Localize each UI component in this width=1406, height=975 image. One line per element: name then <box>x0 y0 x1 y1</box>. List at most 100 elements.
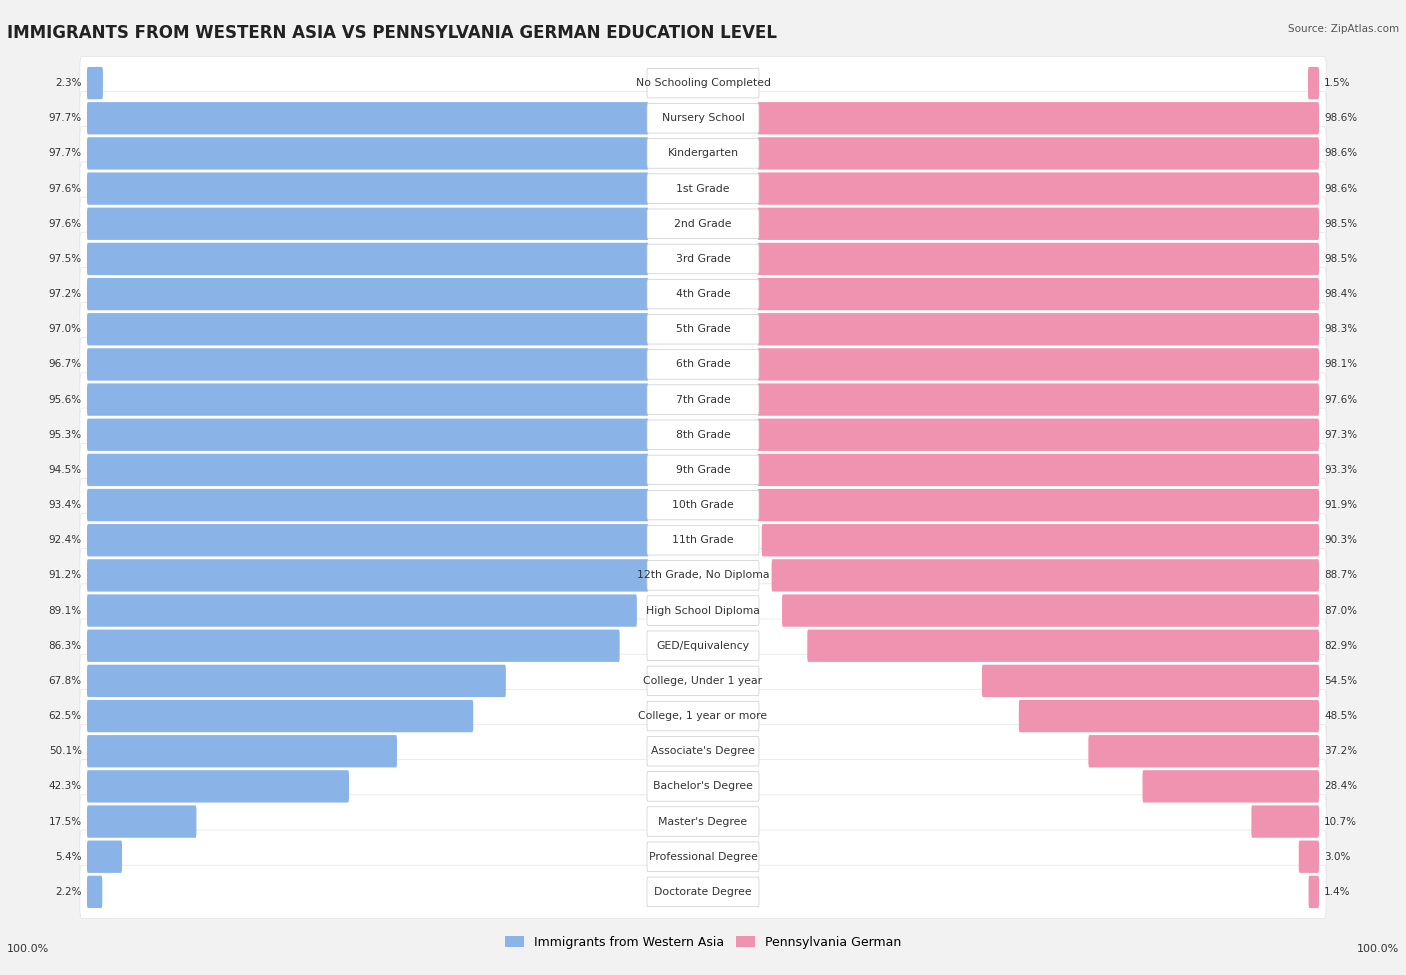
FancyBboxPatch shape <box>807 630 1319 662</box>
Text: 2.2%: 2.2% <box>55 887 82 897</box>
FancyBboxPatch shape <box>647 455 759 485</box>
FancyBboxPatch shape <box>758 418 1319 450</box>
Text: 7th Grade: 7th Grade <box>676 395 730 405</box>
Text: 50.1%: 50.1% <box>49 746 82 757</box>
FancyBboxPatch shape <box>87 700 474 732</box>
Text: 10.7%: 10.7% <box>1324 816 1357 827</box>
FancyBboxPatch shape <box>87 67 103 99</box>
FancyBboxPatch shape <box>647 315 759 344</box>
FancyBboxPatch shape <box>647 244 759 274</box>
FancyBboxPatch shape <box>80 337 1326 391</box>
Text: Kindergarten: Kindergarten <box>668 148 738 159</box>
Text: Source: ZipAtlas.com: Source: ZipAtlas.com <box>1288 24 1399 34</box>
Text: 88.7%: 88.7% <box>1324 570 1357 580</box>
FancyBboxPatch shape <box>647 350 759 379</box>
Text: No Schooling Completed: No Schooling Completed <box>636 78 770 88</box>
FancyBboxPatch shape <box>772 560 1319 592</box>
Text: 4th Grade: 4th Grade <box>676 290 730 299</box>
FancyBboxPatch shape <box>87 313 648 345</box>
FancyBboxPatch shape <box>647 878 759 907</box>
FancyBboxPatch shape <box>87 348 648 380</box>
FancyBboxPatch shape <box>87 102 648 135</box>
FancyBboxPatch shape <box>647 490 759 520</box>
FancyBboxPatch shape <box>647 806 759 837</box>
FancyBboxPatch shape <box>647 561 759 590</box>
Text: 97.5%: 97.5% <box>49 254 82 264</box>
Text: 62.5%: 62.5% <box>49 711 82 722</box>
Text: 95.6%: 95.6% <box>49 395 82 405</box>
Text: 91.9%: 91.9% <box>1324 500 1357 510</box>
Text: 10th Grade: 10th Grade <box>672 500 734 510</box>
FancyBboxPatch shape <box>80 760 1326 813</box>
FancyBboxPatch shape <box>758 278 1319 310</box>
FancyBboxPatch shape <box>758 102 1319 135</box>
Text: 89.1%: 89.1% <box>49 605 82 615</box>
Text: 98.5%: 98.5% <box>1324 218 1357 229</box>
FancyBboxPatch shape <box>80 162 1326 215</box>
Text: 97.6%: 97.6% <box>49 218 82 229</box>
FancyBboxPatch shape <box>758 208 1319 240</box>
Text: 97.6%: 97.6% <box>49 183 82 194</box>
Text: 97.2%: 97.2% <box>49 290 82 299</box>
FancyBboxPatch shape <box>1143 770 1319 802</box>
Text: 93.3%: 93.3% <box>1324 465 1357 475</box>
FancyBboxPatch shape <box>981 665 1319 697</box>
FancyBboxPatch shape <box>80 549 1326 603</box>
FancyBboxPatch shape <box>647 842 759 872</box>
FancyBboxPatch shape <box>647 68 759 98</box>
FancyBboxPatch shape <box>87 488 648 522</box>
Text: 28.4%: 28.4% <box>1324 781 1357 792</box>
FancyBboxPatch shape <box>647 701 759 731</box>
FancyBboxPatch shape <box>87 560 648 592</box>
FancyBboxPatch shape <box>87 208 648 240</box>
FancyBboxPatch shape <box>87 630 620 662</box>
FancyBboxPatch shape <box>87 383 648 415</box>
Text: Nursery School: Nursery School <box>662 113 744 123</box>
Text: 37.2%: 37.2% <box>1324 746 1357 757</box>
Text: Professional Degree: Professional Degree <box>648 852 758 862</box>
Text: 17.5%: 17.5% <box>49 816 82 827</box>
FancyBboxPatch shape <box>80 197 1326 251</box>
FancyBboxPatch shape <box>782 595 1319 627</box>
Text: High School Diploma: High School Diploma <box>647 605 759 615</box>
FancyBboxPatch shape <box>80 372 1326 426</box>
Text: 97.7%: 97.7% <box>49 148 82 159</box>
Text: 5th Grade: 5th Grade <box>676 325 730 334</box>
FancyBboxPatch shape <box>80 267 1326 321</box>
Text: 97.3%: 97.3% <box>1324 430 1357 440</box>
FancyBboxPatch shape <box>647 174 759 204</box>
Text: Doctorate Degree: Doctorate Degree <box>654 887 752 897</box>
FancyBboxPatch shape <box>758 173 1319 205</box>
Text: Associate's Degree: Associate's Degree <box>651 746 755 757</box>
FancyBboxPatch shape <box>87 595 637 627</box>
FancyBboxPatch shape <box>80 232 1326 286</box>
FancyBboxPatch shape <box>87 770 349 802</box>
Text: 93.4%: 93.4% <box>49 500 82 510</box>
FancyBboxPatch shape <box>80 444 1326 496</box>
Text: 12th Grade, No Diploma: 12th Grade, No Diploma <box>637 570 769 580</box>
Text: Master's Degree: Master's Degree <box>658 816 748 827</box>
Text: 86.3%: 86.3% <box>49 641 82 650</box>
Text: 48.5%: 48.5% <box>1324 711 1357 722</box>
FancyBboxPatch shape <box>758 383 1319 415</box>
FancyBboxPatch shape <box>87 243 648 275</box>
Text: Bachelor's Degree: Bachelor's Degree <box>652 781 754 792</box>
FancyBboxPatch shape <box>647 138 759 169</box>
Text: 2.3%: 2.3% <box>55 78 82 88</box>
FancyBboxPatch shape <box>80 92 1326 145</box>
Text: IMMIGRANTS FROM WESTERN ASIA VS PENNSYLVANIA GERMAN EDUCATION LEVEL: IMMIGRANTS FROM WESTERN ASIA VS PENNSYLV… <box>7 24 778 42</box>
FancyBboxPatch shape <box>647 209 759 239</box>
FancyBboxPatch shape <box>87 840 122 873</box>
Text: 90.3%: 90.3% <box>1324 535 1357 545</box>
Text: 3rd Grade: 3rd Grade <box>675 254 731 264</box>
FancyBboxPatch shape <box>87 453 648 487</box>
FancyBboxPatch shape <box>758 313 1319 345</box>
FancyBboxPatch shape <box>80 302 1326 356</box>
FancyBboxPatch shape <box>80 514 1326 567</box>
FancyBboxPatch shape <box>758 137 1319 170</box>
Text: 97.0%: 97.0% <box>49 325 82 334</box>
Text: College, 1 year or more: College, 1 year or more <box>638 711 768 722</box>
FancyBboxPatch shape <box>80 57 1326 110</box>
FancyBboxPatch shape <box>80 689 1326 743</box>
Text: 100.0%: 100.0% <box>1357 944 1399 954</box>
